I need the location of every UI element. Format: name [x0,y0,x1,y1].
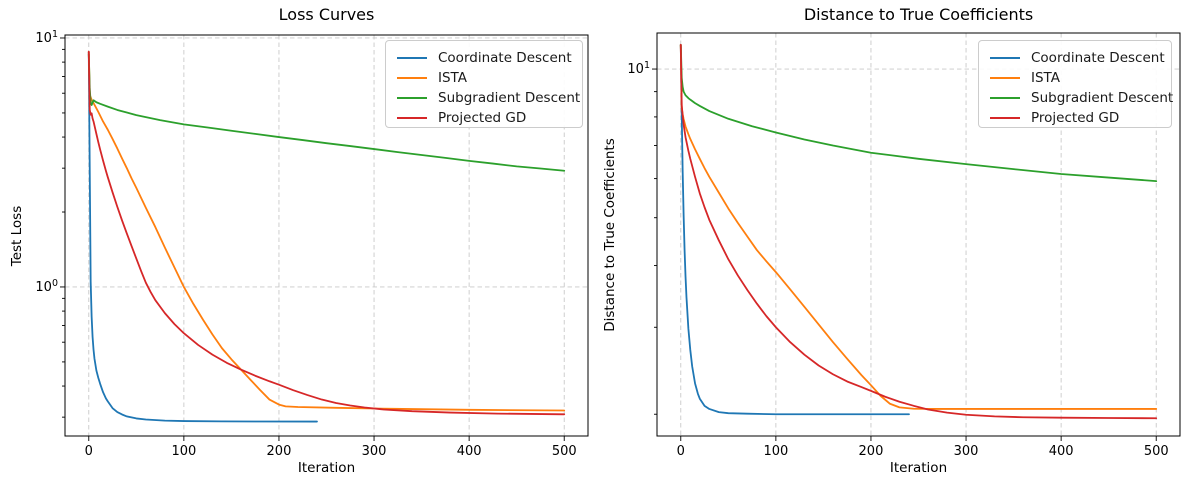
subplot-0: 0 100 200 300 400 500 101 100 [35,29,589,459]
x-tick-label: 100 [171,444,196,459]
legend-label: Subgradient Descent [438,90,581,106]
series-line-projected-gd [87,50,566,416]
legend-label: ISTA [438,70,467,86]
legend-label: Subgradient Descent [1031,90,1174,106]
series-group [87,50,566,423]
grid [65,35,588,436]
legend-line-sample [397,117,427,119]
series-line-subgradient-descent [679,43,1158,183]
x-tick-label: 400 [1049,444,1074,459]
x-tick-label: 200 [267,444,292,459]
legend-line-sample [397,77,427,79]
y-tick-label: 101 [35,29,58,46]
x-tick-label: 300 [954,444,979,459]
legend-label: Coordinate Descent [438,50,572,66]
legend-item-ista: ISTA [397,68,582,88]
x-tick-label: 300 [362,444,387,459]
x-tick-label: 100 [763,444,788,459]
axes-spines [656,32,1181,437]
axes-spines [64,34,589,437]
right-legend: Coordinate Descent ISTA Subgradient Descen… [978,40,1174,128]
legend-line-sample [990,57,1020,59]
x-tick-label: 400 [457,444,482,459]
legend-item-coordinate-descent: Coordinate Descent [990,48,1171,68]
series-line-ista [679,43,1158,410]
legend-item-ista: ISTA [990,68,1171,88]
x-tick-label: 500 [552,444,577,459]
series-line-coordinate-descent [679,43,910,416]
left-x-axis-label: Iteration [297,460,356,476]
legend-line-sample [397,97,427,99]
legend-label: Projected GD [1031,110,1120,126]
left-legend: Coordinate Descent ISTA Subgradient Descen… [385,40,583,128]
x-tick-label: 0 [677,444,685,459]
tick-labels: 0 100 200 300 400 500 101 100 [35,29,576,459]
left-y-axis-label: Test Loss [9,205,25,267]
legend-item-subgradient-descent: Subgradient Descent [397,88,582,108]
x-tick-label: 0 [85,444,93,459]
series-group [679,43,1158,420]
legend-line-sample [990,97,1020,99]
ticks [60,37,565,441]
series-line-projected-gd [679,43,1158,420]
legend-label: ISTA [1031,70,1060,86]
legend-item-coordinate-descent: Coordinate Descent [397,48,582,68]
series-line-ista [87,50,566,412]
legend-label: Coordinate Descent [1031,50,1165,66]
subplot-1: 0 100 200 300 400 500 101 [627,32,1181,459]
legend-label: Projected GD [438,110,527,126]
left-chart-title: Loss Curves [278,5,375,24]
x-tick-label: 500 [1144,444,1169,459]
ticks [652,68,1157,441]
legend-item-subgradient-descent: Subgradient Descent [990,88,1174,108]
legend-item-projected-gd: Projected GD [990,108,1171,128]
series-line-subgradient-descent [87,53,566,172]
legend-item-projected-gd: Projected GD [397,108,582,128]
y-tick-label: 101 [627,60,650,77]
right-chart-title: Distance to True Coefficients [803,5,1034,24]
x-tick-label: 200 [859,444,884,459]
right-x-axis-label: Iteration [889,460,948,476]
legend-line-sample [397,57,427,59]
legend-line-sample [990,117,1020,119]
series-line-coordinate-descent [87,50,318,423]
y-tick-label: 100 [35,278,58,295]
tick-labels: 0 100 200 300 400 500 101 [627,60,1168,459]
right-y-axis-label: Distance to True Coefficients [602,138,618,332]
legend-line-sample [990,77,1020,79]
